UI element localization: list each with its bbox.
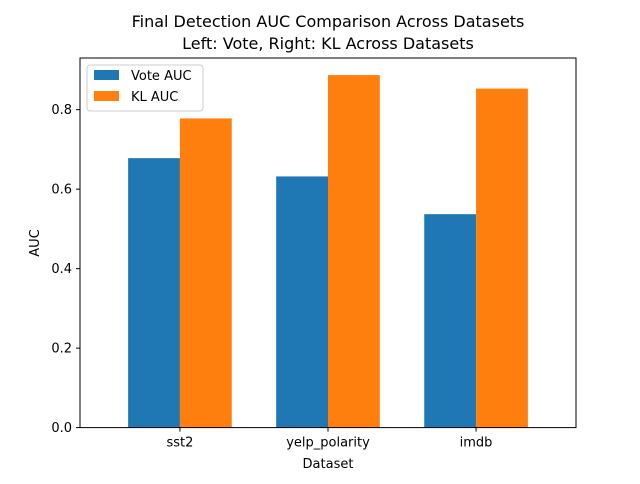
bars-layer	[128, 75, 528, 428]
x-axis-ticks: sst2 yelp_polarity imdb	[166, 427, 493, 451]
y-tick-label: 0.4	[51, 262, 72, 277]
legend-swatch-vote	[94, 70, 119, 80]
x-tick-label-imdb: imdb	[460, 436, 493, 451]
y-axis-ticks: 0.0 0.2 0.4 0.6 0.8	[51, 103, 80, 436]
bar-kl-yelp_polarity	[328, 75, 380, 428]
legend-swatch-kl	[94, 91, 119, 101]
x-axis-label: Dataset	[303, 457, 354, 472]
y-tick-label: 0.8	[51, 103, 72, 118]
bar-vote-sst2	[128, 158, 180, 428]
y-axis-label: AUC	[28, 229, 43, 257]
y-tick-label: 0.0	[51, 421, 72, 436]
y-tick-label: 0.6	[51, 183, 72, 198]
legend: Vote AUC KL AUC	[86, 64, 204, 112]
legend-label-kl: KL AUC	[131, 90, 178, 105]
bar-vote-yelp_polarity	[276, 176, 328, 428]
chart-title: Final Detection AUC Comparison Across Da…	[132, 12, 525, 31]
chart-subtitle: Left: Vote, Right: KL Across Datasets	[182, 34, 474, 53]
bar-kl-imdb	[476, 88, 528, 428]
plot-frame	[79, 57, 577, 429]
x-tick-label-sst2: sst2	[166, 436, 193, 451]
x-tick-label-yelp_polarity: yelp_polarity	[286, 436, 370, 451]
bar-kl-sst2	[179, 118, 232, 428]
legend-label-vote: Vote AUC	[131, 69, 192, 84]
y-tick-label: 0.2	[51, 342, 72, 357]
bar-vote-imdb	[424, 214, 477, 428]
